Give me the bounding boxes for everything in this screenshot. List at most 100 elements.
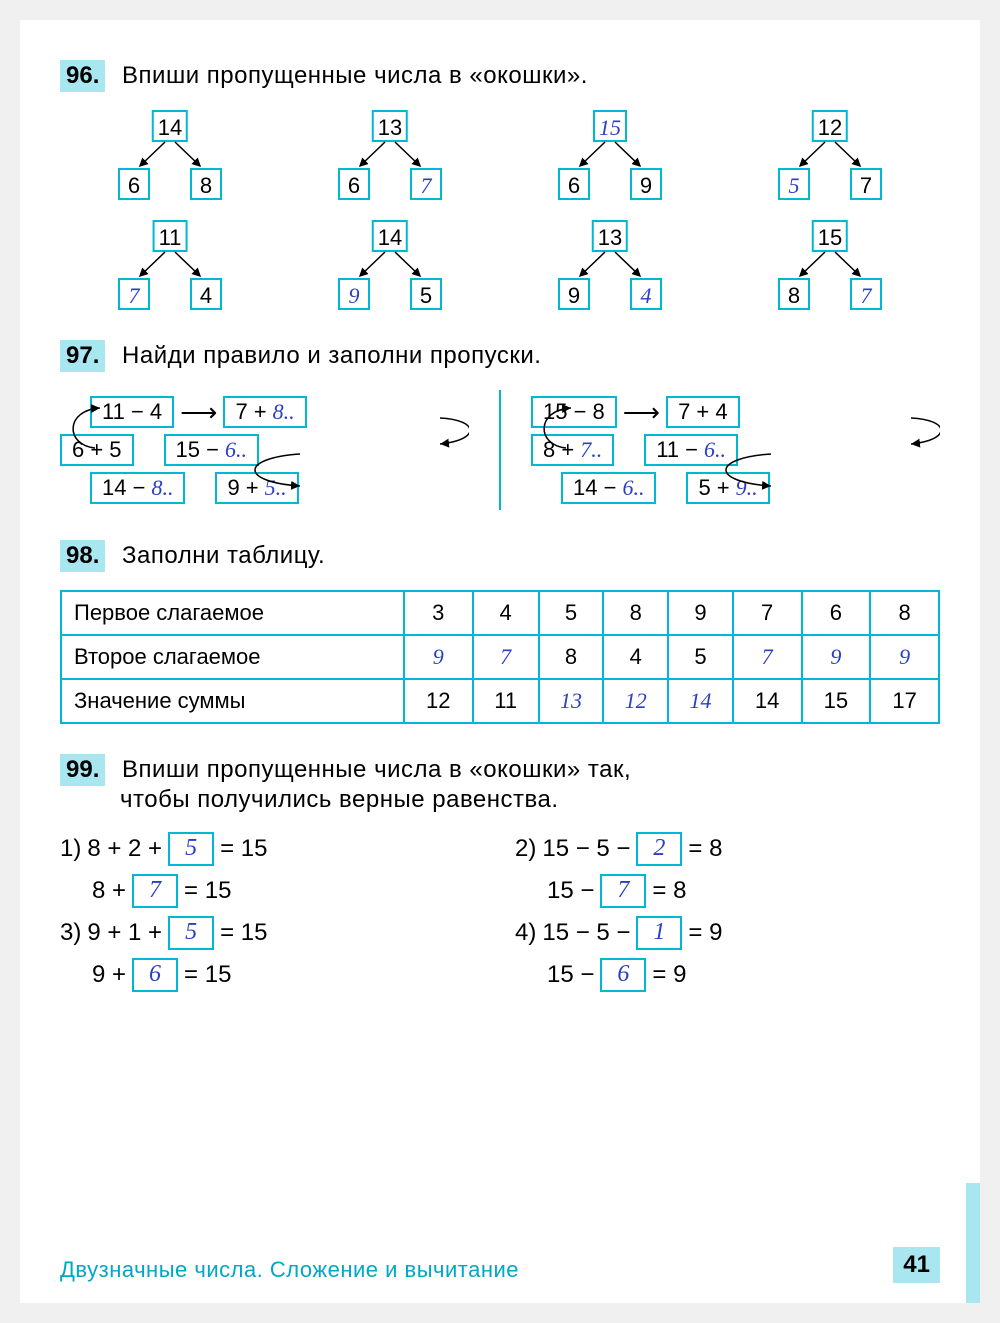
- table-cell: 12: [603, 679, 668, 723]
- equation-prefix: 15 −: [547, 961, 594, 989]
- number-trees: 14681367156912571174149513941587: [60, 110, 940, 310]
- answer-box: 2: [636, 832, 682, 866]
- tree-arrows: [770, 250, 890, 280]
- tree-top-box: 14: [152, 110, 188, 142]
- table-cell: 11: [473, 679, 539, 723]
- number-tree: 1257: [770, 110, 890, 200]
- equation-prefix: 8 +: [92, 877, 126, 905]
- chain-box: 15 − 6..: [164, 434, 259, 466]
- corner-decoration: [966, 1183, 980, 1303]
- tree-arrows: [550, 250, 670, 280]
- table-cell: 9: [870, 635, 939, 679]
- equation-suffix: = 9: [652, 961, 686, 989]
- table-cell: 6: [802, 591, 871, 635]
- equation-line: 15 −6= 9: [515, 958, 940, 992]
- tree-right-box: 7: [410, 168, 442, 200]
- tree-right-box: 4: [190, 278, 222, 310]
- table-cell: 4: [603, 635, 668, 679]
- tree-top-box: 11: [153, 220, 188, 252]
- equation-line: 15 −7= 8: [515, 874, 940, 908]
- equation-line: 2) 15 − 5 −2= 8: [515, 832, 940, 866]
- table-cell: 9: [404, 635, 473, 679]
- table-cell: 14: [668, 679, 733, 723]
- item-number: 1): [60, 835, 81, 863]
- exercise-97: 97. Найди правило и заполни пропуски. 11…: [60, 340, 940, 510]
- chain-box: 8 + 7..: [531, 434, 614, 466]
- equation-prefix: 8 + 2 +: [87, 835, 162, 863]
- equation-suffix: = 9: [688, 919, 722, 947]
- answer-box: 7: [132, 874, 178, 908]
- arrow-right-icon: ⟶: [180, 397, 217, 428]
- exercise-text: Впиши пропущенные числа в «окошки».: [122, 62, 588, 89]
- chain-row: 14 − 6..5 + 9..: [531, 472, 940, 504]
- chain-box: 14 − 6..: [561, 472, 656, 504]
- exercise-number: 99.: [60, 754, 105, 786]
- chain-right: 15 − 8⟶7 + 48 + 7..11 − 6..14 − 6..5 + 9…: [531, 390, 940, 510]
- page-footer: Двузначные числа. Сложение и вычитание 4…: [60, 1247, 940, 1283]
- table-cell: 8: [539, 635, 604, 679]
- equation-prefix: 9 +: [92, 961, 126, 989]
- item-number: 2): [515, 835, 536, 863]
- tree-top-box: 15: [812, 220, 848, 252]
- arrow-right-icon: ⟶: [623, 397, 660, 428]
- exercise-96: 96. Впиши пропущенные числа в «окошки». …: [60, 60, 940, 310]
- number-tree: 1587: [770, 220, 890, 310]
- tree-left-box: 9: [558, 278, 590, 310]
- equation-grid: 1) 8 + 2 +5= 152) 15 − 5 −2= 88 +7= 1515…: [60, 832, 940, 992]
- equation-suffix: = 8: [688, 835, 722, 863]
- exercise-99: 99. Впиши пропущенные числа в «окошки» т…: [60, 754, 940, 992]
- equation-line: 4) 15 − 5 −1= 9: [515, 916, 940, 950]
- chain-box: 9 + 5..: [215, 472, 298, 504]
- tree-left-box: 5: [778, 168, 810, 200]
- answer-box: 6: [600, 958, 646, 992]
- exercise-header: 96. Впиши пропущенные числа в «окошки».: [60, 60, 940, 92]
- answer-box: 5: [168, 832, 214, 866]
- table-cell: 12: [404, 679, 473, 723]
- table-cell: 8: [870, 591, 939, 635]
- row-label: Первое слагаемое: [61, 591, 404, 635]
- tree-left-box: 7: [118, 278, 150, 310]
- equation-line: 3) 9 + 1 +5= 15: [60, 916, 485, 950]
- table-row: Первое слагаемое34589768: [61, 591, 939, 635]
- number-tree: 1367: [330, 110, 450, 200]
- equation-prefix: 15 −: [547, 877, 594, 905]
- table-cell: 5: [539, 591, 604, 635]
- number-tree: 1569: [550, 110, 670, 200]
- row-label: Второе слагаемое: [61, 635, 404, 679]
- exercise-number: 97.: [60, 340, 105, 372]
- tree-row: 1174149513941587: [60, 220, 940, 310]
- table-cell: 7: [733, 635, 802, 679]
- answer-box: 6: [132, 958, 178, 992]
- exercise-text: Заполни таблицу.: [122, 542, 325, 569]
- answer-box: 5: [168, 916, 214, 950]
- tree-right-box: 4: [630, 278, 662, 310]
- table-cell: 7: [733, 591, 802, 635]
- table-cell: 9: [802, 635, 871, 679]
- exercise-text-line1: Впиши пропущенные числа в «окошки» так,: [122, 756, 631, 783]
- tree-arrows: [110, 250, 230, 280]
- chain-left: 11 − 4⟶7 + 8..6 + 515 − 6..14 − 8..9 + 5…: [60, 390, 469, 510]
- exercise-98: 98. Заполни таблицу. Первое слагаемое345…: [60, 540, 940, 724]
- chain-container: 11 − 4⟶7 + 8..6 + 515 − 6..14 − 8..9 + 5…: [60, 390, 940, 510]
- tree-top-box: 12: [812, 110, 848, 142]
- exercise-number: 96.: [60, 60, 105, 92]
- table-cell: 17: [870, 679, 939, 723]
- tree-left-box: 6: [338, 168, 370, 200]
- tree-left-box: 8: [778, 278, 810, 310]
- table-cell: 7: [473, 635, 539, 679]
- number-tree: 1394: [550, 220, 670, 310]
- table-cell: 14: [733, 679, 802, 723]
- table-cell: 15: [802, 679, 871, 723]
- exercise-text: Найди правило и заполни пропуски.: [122, 342, 541, 369]
- chain-row: 15 − 8⟶7 + 4: [531, 396, 940, 428]
- tree-arrows: [330, 250, 450, 280]
- tree-left-box: 9: [338, 278, 370, 310]
- equation-suffix: = 15: [220, 919, 267, 947]
- chain-row: 14 − 8..9 + 5..: [60, 472, 469, 504]
- tree-right-box: 9: [630, 168, 662, 200]
- tree-right-box: 7: [850, 278, 882, 310]
- tree-right-box: 5: [410, 278, 442, 310]
- tree-arrows: [550, 140, 670, 170]
- chain-box: 15 − 8: [531, 396, 617, 428]
- item-number: 3): [60, 919, 81, 947]
